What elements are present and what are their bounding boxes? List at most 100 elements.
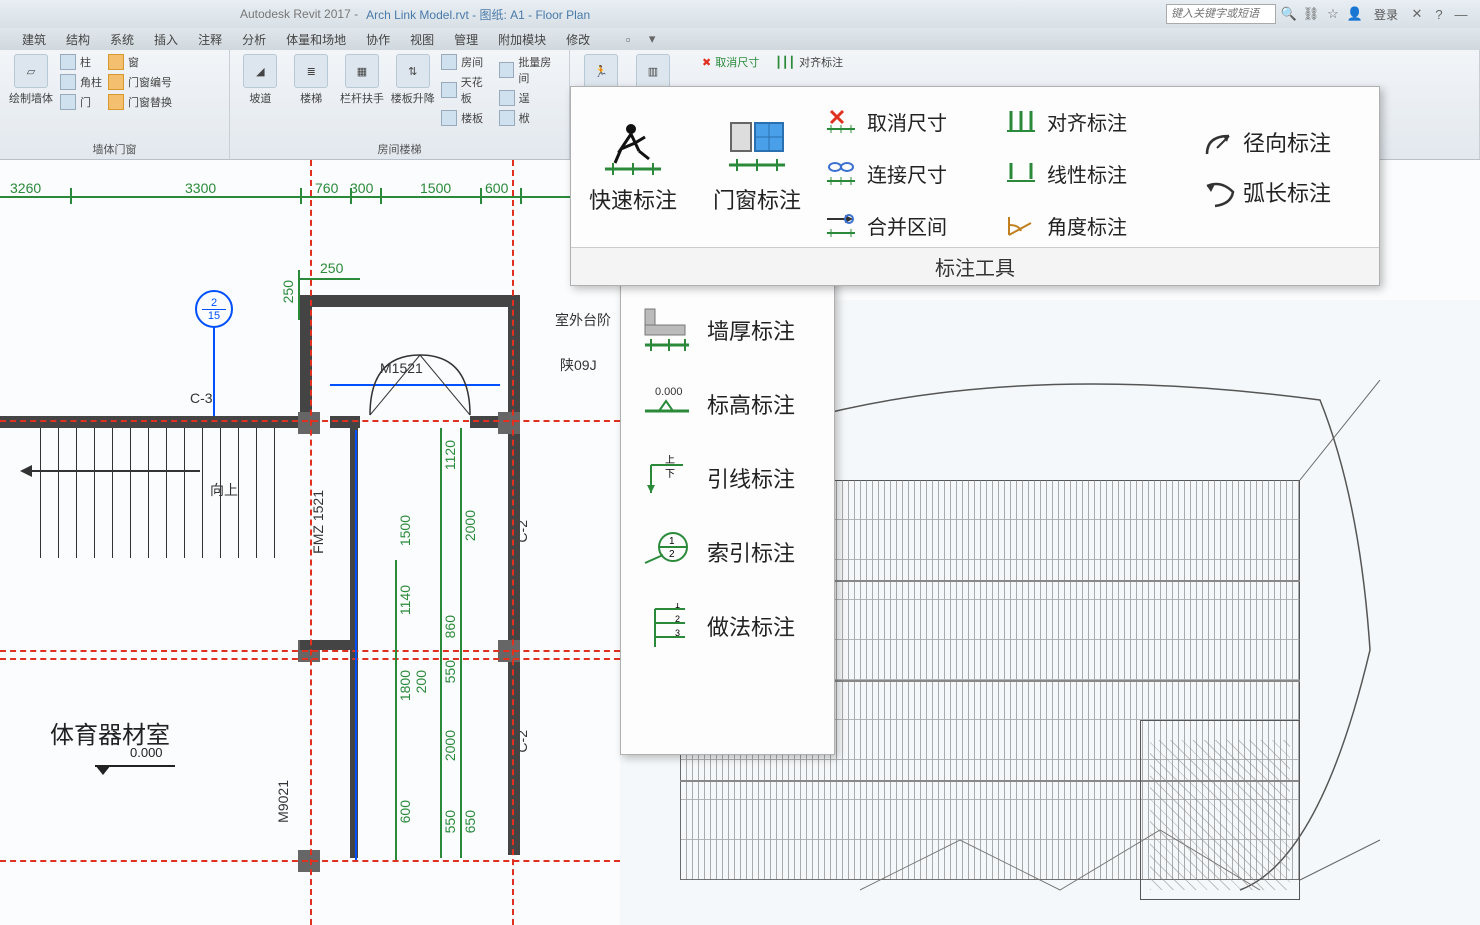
label-fmz: FMZ 1521: [310, 490, 326, 554]
binoculars-icon[interactable]: 🔍: [1280, 5, 1298, 23]
dim-1500: 1500: [420, 180, 451, 196]
menu-struct[interactable]: 结构: [56, 31, 100, 48]
item-index-dim[interactable]: 12 索引标注: [621, 515, 834, 589]
align-dim-item[interactable]: 对齐标注: [1005, 97, 1175, 145]
floor-lift-button[interactable]: ⇅楼板升降: [390, 54, 435, 106]
radial-dim-item[interactable]: 径向标注: [1201, 126, 1331, 158]
draw-wall-button[interactable]: ▱ 绘制墙体: [8, 54, 54, 106]
railing-button[interactable]: ▦栏杆扶手: [340, 54, 385, 106]
item-leader-dim[interactable]: 上下 引线标注: [621, 441, 834, 515]
arc-dim-item[interactable]: 弧长标注: [1201, 176, 1331, 208]
linear-dim-icon: [1005, 159, 1037, 187]
annotation-dropdown[interactable]: 门窗标注 墙厚标注 0.000 标高标注 上下 引线标注 12 索引标注 123…: [620, 210, 835, 755]
menu-insert[interactable]: 插入: [144, 31, 188, 48]
item-method-dim[interactable]: 123 做法标注: [621, 589, 834, 663]
item-level-dim[interactable]: 0.000 标高标注: [621, 367, 834, 441]
label-shaan: 陕09J: [560, 355, 597, 375]
door-button[interactable]: 门: [60, 94, 102, 110]
dimension-tools-panel[interactable]: 快速标注 门窗标注 取消尺寸 对齐标注 连接尺寸 线性标注 合并区间 角度标注 …: [570, 86, 1380, 286]
menu-analyze[interactable]: 分析: [232, 31, 276, 48]
dw-replace-button[interactable]: 门窗替换: [108, 94, 172, 110]
panel-title: 标注工具: [571, 247, 1379, 285]
align-dim-button[interactable]: ┃┃┃对齐标注: [775, 54, 843, 70]
cancel-dim-item[interactable]: 取消尺寸: [825, 97, 995, 145]
ramp-button[interactable]: ◢坡道: [238, 54, 283, 106]
menu-addins[interactable]: 附加模块: [488, 31, 556, 48]
star-icon[interactable]: ☆: [1324, 5, 1342, 23]
wall-thick-icon: [639, 307, 693, 353]
dw-number-icon: [108, 74, 124, 90]
menu-manage[interactable]: 管理: [444, 31, 488, 48]
merge-dim-icon: [825, 211, 857, 239]
angle-dim-item[interactable]: 角度标注: [1005, 201, 1175, 249]
batch-room-button[interactable]: 批量房间: [499, 54, 561, 86]
quick-dim-button[interactable]: 快速标注: [571, 87, 695, 247]
runner-icon: 🏃: [584, 54, 618, 88]
door-dim-button[interactable]: ▥: [630, 54, 676, 88]
label-c3: C-3: [190, 390, 213, 406]
door-window-dim-button[interactable]: 门窗标注: [695, 87, 819, 247]
x1-icon: [499, 90, 515, 106]
merge-dim-item[interactable]: 合并区间: [825, 201, 995, 249]
floor-lift-icon: ⇅: [396, 54, 430, 88]
arc-dim-icon: [1201, 178, 1233, 206]
runner-button[interactable]: 🏃: [578, 54, 624, 88]
dw-replace-icon: [108, 94, 124, 110]
ceiling-icon: [441, 82, 457, 98]
minimize-icon[interactable]: —: [1452, 5, 1470, 23]
comm-icon[interactable]: ⛓: [1302, 5, 1320, 23]
door-dim-icon: ▥: [636, 54, 670, 88]
item-wall-thick-dim[interactable]: 墙厚标注: [621, 293, 834, 367]
dw-number-button[interactable]: 门窗编号: [108, 74, 172, 90]
menu-annotate[interactable]: 注释: [188, 31, 232, 48]
vd-1800: 1800: [397, 670, 413, 701]
floor-icon: [441, 110, 457, 126]
corner-col-button[interactable]: 角柱: [60, 74, 102, 90]
angle-dim-icon: [1005, 211, 1037, 239]
radial-dim-icon: [1201, 128, 1233, 156]
elev-label: 0.000: [130, 745, 163, 760]
svg-text:0.000: 0.000: [655, 386, 683, 398]
menu-arch[interactable]: 建筑: [12, 31, 56, 48]
column-button[interactable]: 柱: [60, 54, 102, 70]
dim-760: 760: [315, 180, 338, 196]
menu-modify[interactable]: 修改: [556, 31, 600, 48]
menu-bar: 建筑 结构 系统 插入 注释 分析 体量和场地 协作 视图 管理 附加模块 修改…: [0, 28, 1480, 50]
vd-600: 600: [397, 800, 413, 823]
search-input[interactable]: [1166, 4, 1276, 24]
stair-button[interactable]: ≣楼梯: [289, 54, 334, 106]
index-dim-icon: 12: [639, 529, 693, 575]
menu-system[interactable]: 系统: [100, 31, 144, 48]
floor-button[interactable]: 楼板: [441, 110, 493, 126]
exchange-icon[interactable]: ✕: [1408, 5, 1426, 23]
group-label-wall: 墙体门窗: [8, 139, 221, 157]
help-icon[interactable]: ?: [1430, 5, 1448, 23]
door-arc-icon: [360, 340, 480, 420]
batch-room-icon: [499, 62, 515, 78]
menu-collab[interactable]: 协作: [356, 31, 400, 48]
room-button[interactable]: 房间: [441, 54, 493, 70]
cancel-dim-icon: [825, 107, 857, 135]
connect-dim-item[interactable]: 连接尺寸: [825, 149, 995, 197]
dim-3300: 3300: [185, 180, 216, 196]
door-window-dim-big-icon: [725, 119, 789, 177]
grid-bubble: 2 15: [195, 290, 233, 328]
dropdown-icon[interactable]: ▾: [642, 30, 662, 48]
login-label[interactable]: 登录: [1374, 6, 1398, 23]
panel-toggle-icon[interactable]: ▫: [618, 30, 638, 48]
vd-1500: 1500: [397, 515, 413, 546]
linear-dim-item[interactable]: 线性标注: [1005, 149, 1175, 197]
vd-650: 650: [462, 810, 478, 833]
quick-dim-icon: [601, 119, 665, 177]
dim-300: 300: [350, 180, 373, 196]
x2-button[interactable]: 栿: [499, 110, 561, 126]
user-icon[interactable]: 👤: [1346, 5, 1364, 23]
menu-view[interactable]: 视图: [400, 31, 444, 48]
railing-icon: ▦: [345, 54, 379, 88]
ceiling-button[interactable]: 天花板: [441, 74, 493, 106]
cancel-dim-button[interactable]: ✖取消尺寸: [702, 54, 759, 70]
x1-button[interactable]: 逞: [499, 90, 561, 106]
svg-text:上: 上: [665, 455, 675, 466]
window-button[interactable]: 窗: [108, 54, 172, 70]
menu-mass[interactable]: 体量和场地: [276, 31, 356, 48]
